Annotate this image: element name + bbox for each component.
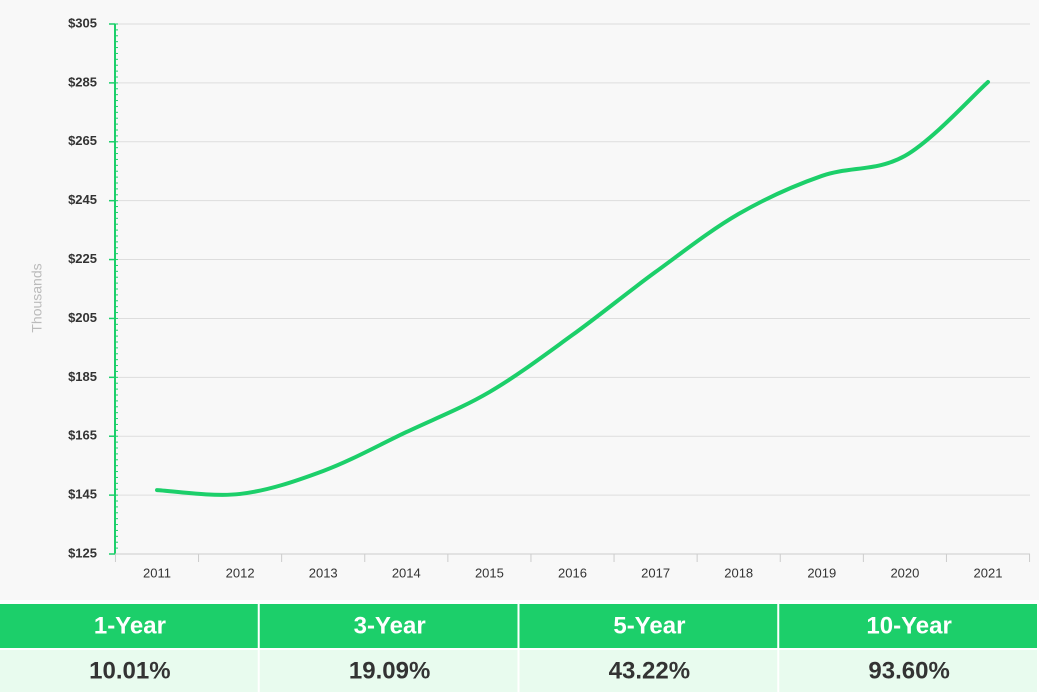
table-value-cell: [259, 650, 518, 692]
table-header-cell: [779, 604, 1037, 648]
y-tick-label: $285: [68, 74, 97, 89]
y-tick-label: $145: [68, 487, 97, 502]
x-tick-label: 2019: [807, 565, 836, 580]
x-tick-label: 2020: [890, 565, 919, 580]
table-value-cell: [519, 650, 778, 692]
x-tick-label: 2015: [475, 565, 504, 580]
table-value: 43.22%: [609, 657, 690, 684]
table-value: 19.09%: [349, 657, 430, 684]
chart-background: [0, 0, 1039, 600]
x-tick-label: 2014: [392, 565, 421, 580]
table-value-cell: [0, 650, 258, 692]
table-value-cell: [779, 650, 1037, 692]
x-tick-label: 2012: [226, 565, 255, 580]
x-tick-label: 2021: [974, 565, 1003, 580]
y-tick-label: $205: [68, 310, 97, 325]
y-tick-label: $265: [68, 133, 97, 148]
table-header-cell: [0, 604, 258, 648]
y-tick-label: $125: [68, 545, 97, 560]
table-header-cell: [259, 604, 518, 648]
x-tick-label: 2016: [558, 565, 587, 580]
y-tick-label: $185: [68, 369, 97, 384]
y-tick-label: $165: [68, 428, 97, 443]
table-header: 1-Year: [94, 612, 166, 639]
x-tick-label: 2017: [641, 565, 670, 580]
table-header-cell: [519, 604, 778, 648]
y-tick-label: $225: [68, 251, 97, 266]
y-tick-label: $245: [68, 192, 97, 207]
line-series: [155, 80, 990, 497]
x-tick-label: 2018: [724, 565, 753, 580]
table-header: 10-Year: [866, 612, 951, 639]
y-tick-label: $305: [68, 15, 97, 30]
x-tick-label: 2011: [143, 565, 171, 580]
table-value: 93.60%: [868, 657, 949, 684]
table-value: 10.01%: [89, 657, 170, 684]
table-header: 5-Year: [613, 612, 685, 639]
table-header: 3-Year: [354, 612, 426, 639]
y-axis-title: Thousands: [29, 263, 45, 332]
x-tick-label: 2013: [309, 565, 338, 580]
